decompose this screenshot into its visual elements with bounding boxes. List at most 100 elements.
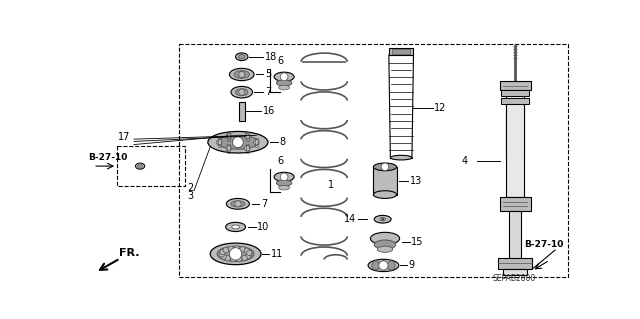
Ellipse shape <box>371 232 399 245</box>
Circle shape <box>239 89 245 95</box>
Ellipse shape <box>217 246 254 262</box>
Text: 6: 6 <box>277 157 284 167</box>
Circle shape <box>244 145 250 151</box>
Bar <box>503 269 527 275</box>
Ellipse shape <box>380 218 386 221</box>
Ellipse shape <box>279 85 289 90</box>
Text: 6: 6 <box>277 56 284 66</box>
Bar <box>117 146 185 186</box>
Text: 5: 5 <box>265 70 271 79</box>
Ellipse shape <box>208 131 268 153</box>
Text: 2: 2 <box>187 183 193 193</box>
Ellipse shape <box>372 261 380 270</box>
Ellipse shape <box>374 240 396 249</box>
Text: FR.: FR. <box>118 248 139 258</box>
Text: 7: 7 <box>261 199 268 209</box>
Ellipse shape <box>230 68 254 81</box>
Ellipse shape <box>276 80 292 86</box>
Ellipse shape <box>380 261 387 270</box>
Ellipse shape <box>236 89 248 96</box>
Ellipse shape <box>136 163 145 169</box>
Text: 1: 1 <box>328 180 334 189</box>
Circle shape <box>280 173 288 181</box>
Bar <box>239 102 245 121</box>
Ellipse shape <box>276 180 292 186</box>
Circle shape <box>240 247 245 252</box>
Text: 14: 14 <box>344 214 356 224</box>
Bar <box>500 197 531 211</box>
Text: 13: 13 <box>410 176 422 186</box>
Circle shape <box>242 255 247 261</box>
Text: B-27-10: B-27-10 <box>524 240 564 249</box>
Ellipse shape <box>274 172 294 182</box>
Text: 15: 15 <box>411 237 424 247</box>
Circle shape <box>244 248 250 254</box>
Text: 9: 9 <box>408 260 414 271</box>
Circle shape <box>237 256 242 262</box>
Ellipse shape <box>368 259 399 271</box>
Bar <box>255 137 258 147</box>
Bar <box>501 90 529 96</box>
Text: 11: 11 <box>271 249 284 259</box>
Ellipse shape <box>387 261 395 270</box>
Ellipse shape <box>274 72 294 81</box>
Text: 10: 10 <box>257 222 269 232</box>
Circle shape <box>138 164 143 168</box>
Text: 3: 3 <box>187 191 193 201</box>
Bar <box>389 48 413 55</box>
Circle shape <box>247 251 252 256</box>
Circle shape <box>223 247 228 253</box>
Bar <box>218 137 221 147</box>
Bar <box>509 211 521 265</box>
Circle shape <box>219 252 225 257</box>
Circle shape <box>253 139 259 145</box>
Circle shape <box>226 145 232 151</box>
Circle shape <box>226 134 232 139</box>
Circle shape <box>246 250 252 256</box>
Ellipse shape <box>373 191 397 198</box>
Ellipse shape <box>236 53 248 61</box>
Ellipse shape <box>239 55 245 59</box>
Circle shape <box>381 163 389 171</box>
Circle shape <box>220 249 225 255</box>
Text: 18: 18 <box>265 52 277 62</box>
Bar <box>506 105 524 197</box>
Bar <box>227 144 230 153</box>
Ellipse shape <box>227 198 250 209</box>
Circle shape <box>221 254 227 259</box>
Circle shape <box>234 246 239 251</box>
Text: 4: 4 <box>461 157 467 167</box>
Circle shape <box>379 261 388 270</box>
Circle shape <box>280 73 288 81</box>
Ellipse shape <box>378 246 393 252</box>
Circle shape <box>232 137 243 148</box>
Ellipse shape <box>234 70 250 78</box>
Text: 8: 8 <box>280 137 285 147</box>
Ellipse shape <box>390 155 412 160</box>
Text: 7: 7 <box>265 87 271 97</box>
Text: 12: 12 <box>435 103 447 113</box>
Bar <box>506 90 524 159</box>
Circle shape <box>246 254 251 259</box>
Ellipse shape <box>373 163 397 171</box>
Ellipse shape <box>374 215 391 223</box>
Circle shape <box>225 256 230 261</box>
Ellipse shape <box>231 201 245 207</box>
Ellipse shape <box>231 86 253 98</box>
Circle shape <box>239 71 245 78</box>
Circle shape <box>217 139 222 145</box>
Circle shape <box>228 246 234 251</box>
Text: B-27-10: B-27-10 <box>88 153 127 162</box>
Bar <box>501 98 529 105</box>
Text: 16: 16 <box>262 107 275 116</box>
Bar <box>498 258 532 269</box>
Ellipse shape <box>210 243 261 265</box>
Ellipse shape <box>225 222 246 232</box>
Bar <box>373 167 397 195</box>
Ellipse shape <box>279 185 289 190</box>
Bar <box>392 49 410 54</box>
Bar <box>179 44 568 277</box>
Text: 17: 17 <box>118 132 130 142</box>
Circle shape <box>244 134 250 139</box>
Circle shape <box>230 248 242 260</box>
